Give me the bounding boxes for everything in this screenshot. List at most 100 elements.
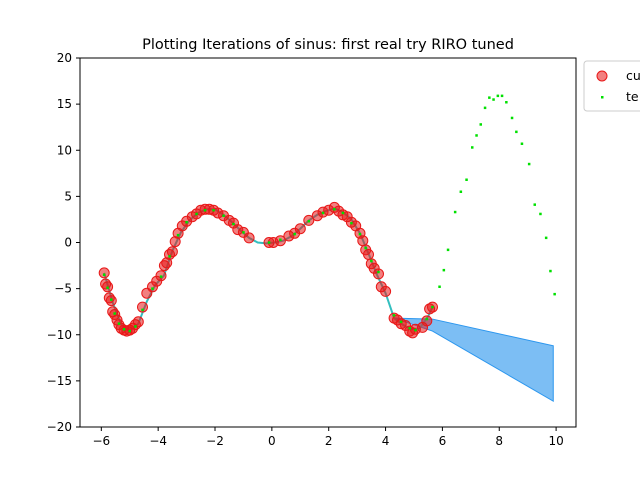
te-point <box>500 94 504 98</box>
te-point <box>232 222 235 226</box>
y-axis: −20 −15 −10 −5 0 5 10 15 20 <box>47 51 80 434</box>
te-point <box>185 221 188 224</box>
te-point <box>321 211 325 215</box>
x-tick-label: 0 <box>268 434 276 448</box>
y-tick-label: 0 <box>64 236 72 250</box>
legend-te-marker <box>601 96 604 99</box>
te-point <box>267 241 271 244</box>
te-point <box>168 255 171 258</box>
te-point <box>471 146 474 149</box>
cu-point <box>137 301 148 313</box>
te-point <box>505 101 508 104</box>
cu-point <box>363 249 374 260</box>
te-point <box>333 208 336 211</box>
te-point <box>279 238 282 241</box>
y-tick-label: 15 <box>57 97 72 111</box>
te-point <box>549 269 552 273</box>
legend-te-label: te <box>626 89 639 104</box>
te-point <box>151 287 154 290</box>
te-point <box>377 270 380 274</box>
te-point <box>176 233 180 237</box>
te-point <box>479 123 482 126</box>
te-point <box>117 322 121 325</box>
te-point <box>544 236 548 240</box>
x-tick-label: 6 <box>439 434 447 448</box>
te-point <box>520 142 524 145</box>
te-point <box>110 298 113 301</box>
te-point <box>488 96 491 99</box>
te-point <box>459 190 463 193</box>
te-point <box>483 106 487 110</box>
te-point <box>533 203 536 206</box>
te-point <box>212 209 215 212</box>
te-series-layer <box>102 94 556 333</box>
te-point <box>307 220 311 223</box>
te-point <box>553 292 556 296</box>
te-point <box>122 328 126 331</box>
mean-line <box>103 207 434 333</box>
cu-point <box>294 223 306 235</box>
cu-point <box>132 316 144 328</box>
te-point <box>442 268 446 272</box>
te-point <box>475 134 478 137</box>
te-point <box>408 327 411 330</box>
cu-point <box>357 235 369 247</box>
y-tick-label: 10 <box>57 143 72 157</box>
cu-point <box>98 267 110 279</box>
y-tick-label: −20 <box>47 420 72 434</box>
legend: cu te <box>583 60 640 112</box>
te-point <box>102 273 106 276</box>
y-tick-label: 20 <box>57 51 72 65</box>
te-point <box>539 212 542 216</box>
x-tick-label: 4 <box>382 434 390 448</box>
te-point <box>106 286 109 289</box>
te-point <box>113 312 116 315</box>
y-tick-label: −5 <box>54 282 72 296</box>
te-point <box>293 232 296 236</box>
te-point <box>438 285 441 288</box>
te-point <box>431 305 434 309</box>
te-point <box>465 178 468 181</box>
te-point <box>222 214 225 217</box>
te-point <box>510 116 514 120</box>
te-point <box>195 212 198 216</box>
te-point <box>134 325 137 328</box>
x-tick-label: −6 <box>92 434 110 448</box>
mean-line-layer <box>103 207 434 333</box>
te-point <box>128 329 131 333</box>
cu-series-layer <box>98 201 438 339</box>
cu-point <box>166 246 178 258</box>
te-point <box>492 98 495 101</box>
cu-point <box>380 285 392 297</box>
te-point <box>446 248 450 252</box>
cu-point <box>421 315 433 327</box>
te-point <box>203 209 207 212</box>
x-tick-label: −2 <box>206 434 224 448</box>
te-point <box>527 162 531 166</box>
te-point <box>399 320 403 324</box>
x-tick-label: 2 <box>325 434 333 448</box>
x-axis: −6 −4 −2 0 2 4 6 8 10 <box>92 427 564 448</box>
cu-point <box>243 232 255 244</box>
y-tick-label: −15 <box>47 374 72 388</box>
te-point <box>370 259 373 263</box>
te-point <box>515 130 518 134</box>
y-tick-label: −10 <box>47 328 72 342</box>
x-tick-label: −4 <box>149 434 167 448</box>
te-point <box>392 314 396 317</box>
te-point <box>242 231 245 234</box>
legend-cu-marker <box>596 70 608 82</box>
te-point <box>341 211 345 215</box>
x-tick-label: 10 <box>548 434 563 448</box>
te-point <box>350 221 353 225</box>
te-point <box>358 232 362 236</box>
te-point <box>141 308 144 312</box>
legend-cu-label: cu <box>626 68 640 83</box>
te-point <box>364 246 367 250</box>
x-tick-label: 8 <box>495 434 503 448</box>
y-tick-label: 5 <box>64 189 72 203</box>
te-point <box>159 275 163 278</box>
te-point <box>425 317 428 321</box>
chart-title: Plotting Iterations of sinus: first real… <box>142 37 514 53</box>
